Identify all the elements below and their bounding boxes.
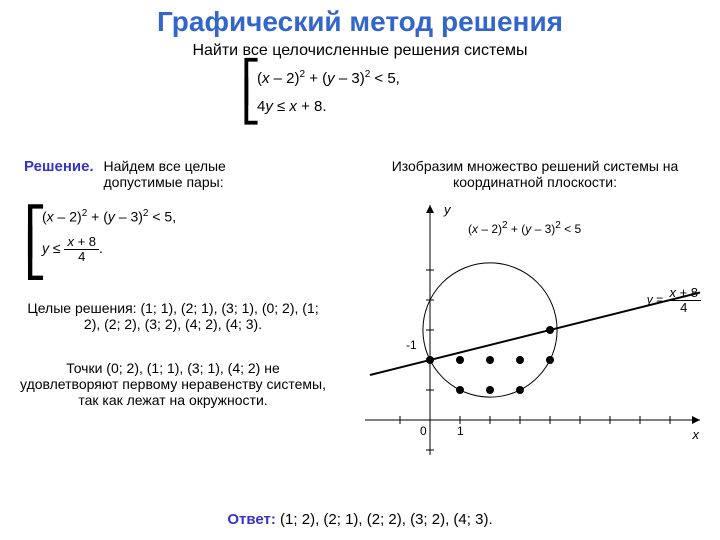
solution-label: Решение. xyxy=(24,158,94,175)
coordinate-plot xyxy=(360,200,705,460)
y-axis-label: y xyxy=(444,202,451,217)
subtitle: Найти все целочисленные решения системы xyxy=(0,42,720,60)
derived-line-1: (x – 2)2 + (y – 3)2 < 5, xyxy=(42,208,250,225)
line-equation: y = x + 84 xyxy=(647,286,701,315)
origin-label: 0 xyxy=(420,424,427,438)
answer-label: Ответ: xyxy=(227,511,276,528)
page-title: Графический метод решения xyxy=(0,6,720,38)
left-note: Найдем все целые допустимые пары: xyxy=(104,158,284,190)
right-note: Изобразим множество решений системы на к… xyxy=(360,158,710,190)
x-axis-label: x xyxy=(693,427,700,442)
answer-text: (1; 2), (2; 1), (2; 2), (3; 2), (4; 3). xyxy=(276,511,493,528)
integer-solutions: Целые решения: (1; 1), (2; 1), (3; 1), (… xyxy=(18,300,328,332)
derived-line-2: y ≤ x + 84. xyxy=(42,235,250,264)
system-line-1: (x – 2)2 + (y – 3)2 < 5, xyxy=(257,64,475,90)
brace-bottom-icon: ⎣ xyxy=(24,230,47,276)
solution-row: Решение. Найдем все целые допустимые пар… xyxy=(24,158,344,190)
one-label: 1 xyxy=(457,424,464,438)
brace-bottom-icon: ⎣ xyxy=(241,82,261,122)
system-line-2: 4y ≤ x + 8. xyxy=(257,96,475,118)
derived-system: ⎡ ⎣ (x – 2)2 + (y – 3)2 < 5, y ≤ x + 84. xyxy=(30,208,250,264)
answer-row: Ответ: (1; 2), (2; 1), (2; 2), (3; 2), (… xyxy=(0,511,720,528)
system-block: ⎡ ⎣ (x – 2)2 + (y – 3)2 < 5, 4y ≤ x + 8. xyxy=(245,64,475,118)
neg1-label: -1 xyxy=(406,338,417,352)
exclude-note: Точки (0; 2), (1; 1), (3; 1), (4; 2) не … xyxy=(18,360,328,408)
chart-area: y x 0 1 -1 (x – 2)2 + (y – 3)2 < 5 y = x… xyxy=(360,200,705,460)
circle-equation: (x – 2)2 + (y – 3)2 < 5 xyxy=(468,220,581,236)
